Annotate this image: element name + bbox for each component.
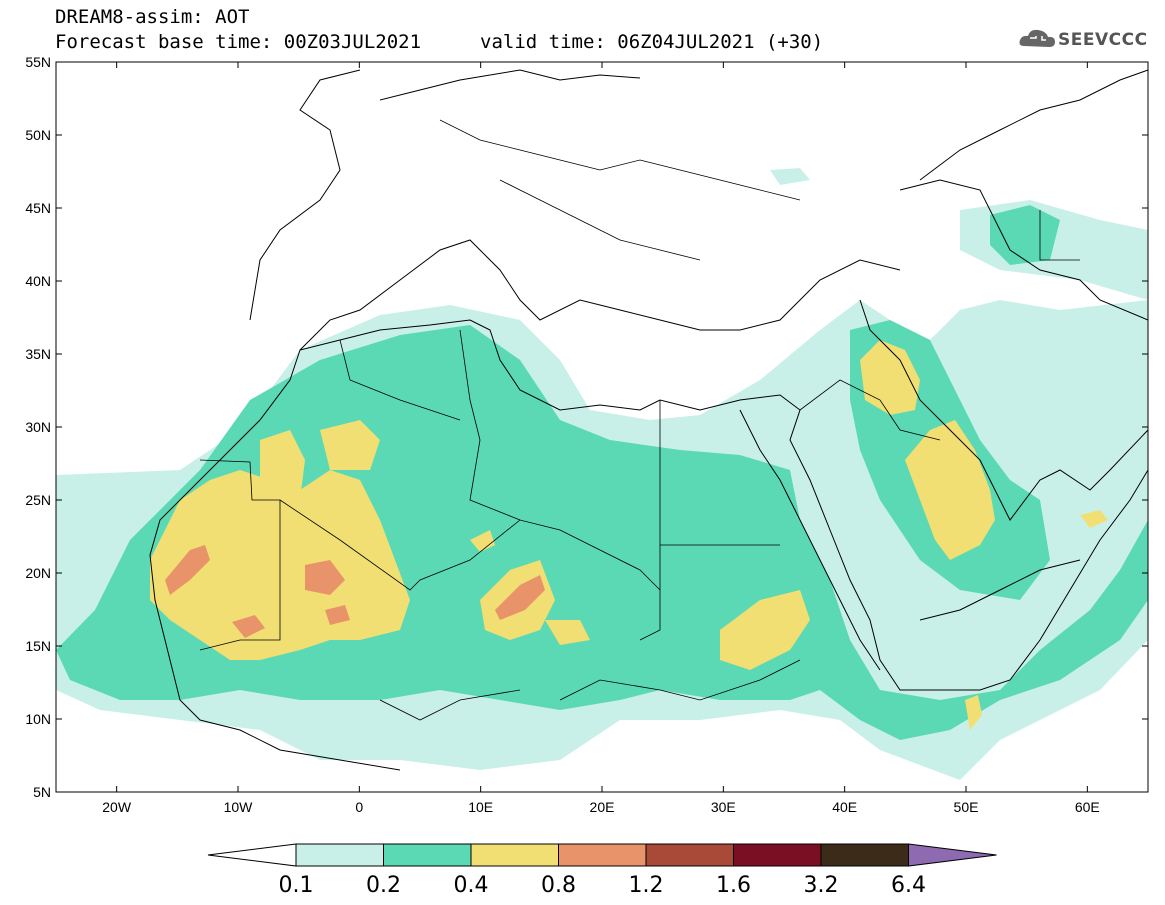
lat-label: 35N bbox=[25, 346, 51, 362]
lat-label: 10N bbox=[25, 711, 51, 727]
lat-label: 5N bbox=[33, 784, 51, 800]
lon-label: 20E bbox=[590, 799, 615, 815]
colorbar-swatch bbox=[645, 843, 734, 867]
colorbar-label: 0.8 bbox=[541, 873, 576, 898]
map-title: DREAM8-assim: AOT bbox=[55, 6, 250, 28]
lon-label: 40E bbox=[832, 799, 857, 815]
country-borders bbox=[199, 119, 1080, 721]
seevccc-logo: SEEVCCC bbox=[1058, 30, 1148, 50]
lat-label: 45N bbox=[25, 200, 51, 216]
colorbar-under-arrow bbox=[207, 843, 297, 867]
forecast-base-time: Forecast base time: 00Z03JUL2021 bbox=[55, 31, 422, 53]
lon-label: 10W bbox=[224, 799, 254, 815]
valid-time: valid time: 06Z04JUL2021 (+30) bbox=[480, 31, 824, 53]
colorbar-label: 1.6 bbox=[716, 873, 751, 898]
colorbar-swatch bbox=[295, 843, 384, 867]
lat-label: 25N bbox=[25, 492, 51, 508]
lon-label: 20W bbox=[102, 799, 132, 815]
lat-label: 55N bbox=[25, 54, 51, 70]
colorbar-swatch bbox=[470, 843, 559, 867]
lat-label: 30N bbox=[25, 419, 51, 435]
colorbar-swatch bbox=[820, 843, 909, 867]
lon-label: 0 bbox=[355, 799, 363, 815]
colorbar-label: 0.1 bbox=[279, 873, 314, 898]
colorbar-label: 6.4 bbox=[891, 873, 926, 898]
colorbar-label: 3.2 bbox=[804, 873, 839, 898]
longitude-axis: 20W 10W 0 10E 20E 30E 40E 50E 60E bbox=[102, 62, 1100, 815]
lon-label: 30E bbox=[711, 799, 736, 815]
colorbar-label: 0.4 bbox=[454, 873, 489, 898]
colorbar-label: 0.2 bbox=[366, 873, 401, 898]
colorbar-swatch bbox=[383, 843, 472, 867]
lat-label: 50N bbox=[25, 127, 51, 143]
colorbar-label: 1.2 bbox=[629, 873, 664, 898]
colorbar-swatch bbox=[733, 843, 822, 867]
lat-label: 15N bbox=[25, 638, 51, 654]
lon-label: 60E bbox=[1075, 799, 1100, 815]
lon-label: 10E bbox=[468, 799, 493, 815]
lon-label: 50E bbox=[954, 799, 979, 815]
lat-label: 20N bbox=[25, 565, 51, 581]
colorbar-swatch bbox=[558, 843, 647, 867]
lat-label: 40N bbox=[25, 273, 51, 289]
latitude-axis: 55N 50N 45N 40N 35N 30N 25N 20N 15N 10N 5N bbox=[25, 54, 1148, 800]
aot-contour-0.8 bbox=[165, 545, 210, 595]
cloud-logo-icon bbox=[1019, 29, 1055, 47]
coastlines bbox=[149, 69, 1148, 771]
colorbar-over-arrow bbox=[908, 843, 997, 867]
